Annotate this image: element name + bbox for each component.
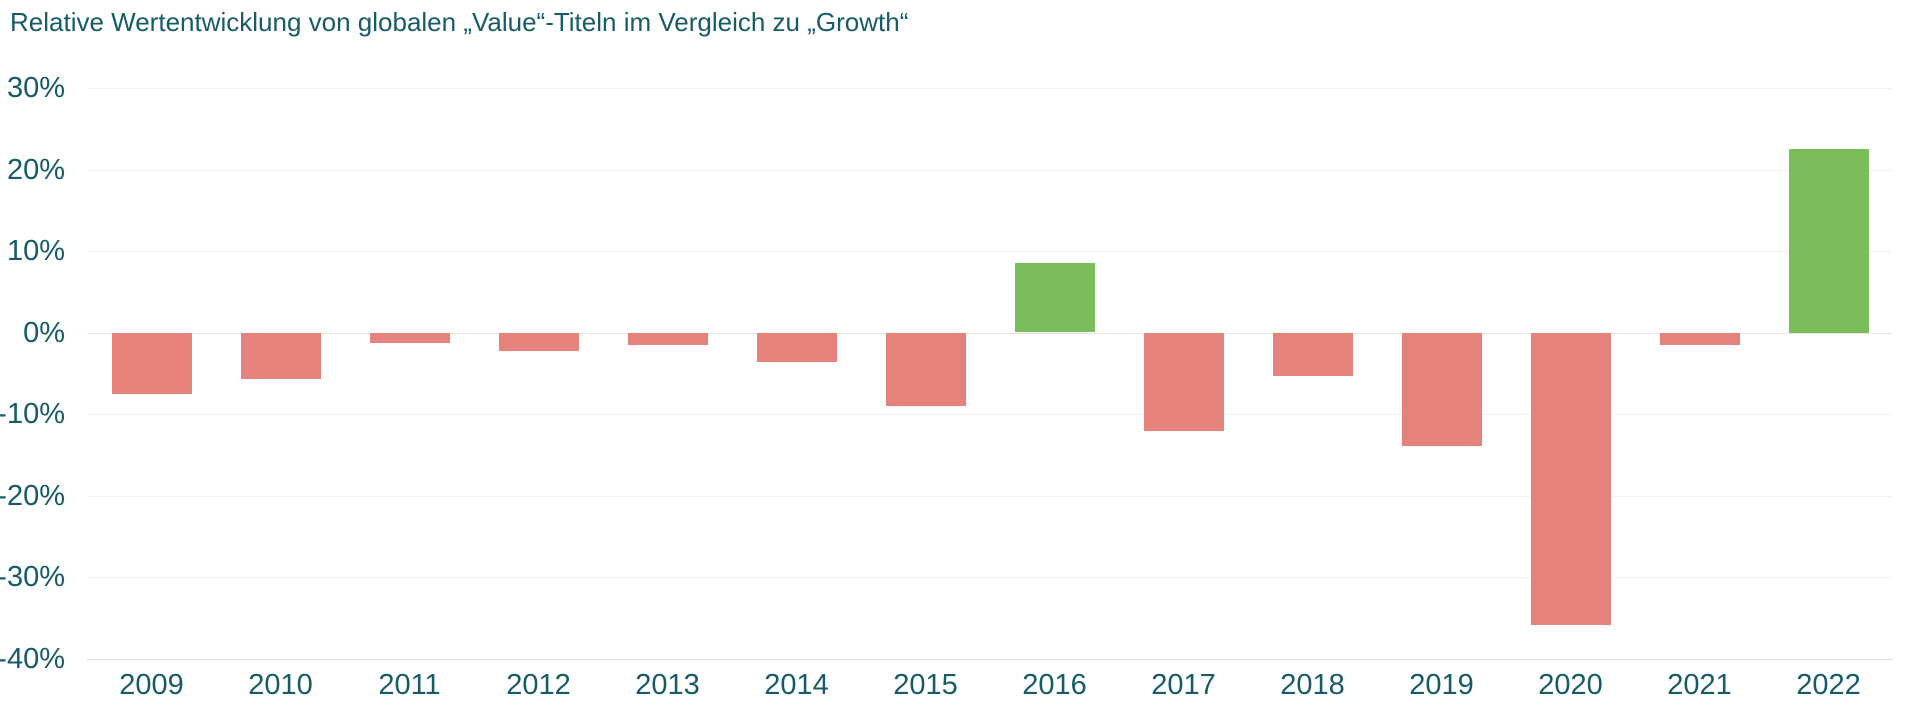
x-tick-label-2022: 2022 <box>1796 669 1861 701</box>
bar-2021 <box>1660 333 1740 345</box>
x-tick-label-2012: 2012 <box>506 669 571 701</box>
x-tick-label-2009: 2009 <box>119 669 184 701</box>
x-tick-label-2021: 2021 <box>1667 669 1732 701</box>
bar-2022 <box>1789 149 1869 333</box>
gridline <box>87 496 1893 497</box>
x-tick-label-2017: 2017 <box>1151 669 1216 701</box>
y-tick-label: 0% <box>23 317 65 349</box>
x-tick-label-2010: 2010 <box>248 669 313 701</box>
x-tick-label-2015: 2015 <box>893 669 958 701</box>
zero-gridline <box>87 333 1893 334</box>
bar-2020 <box>1531 333 1611 625</box>
gridline <box>87 251 1893 252</box>
bar-2013 <box>628 333 708 345</box>
bar-2011 <box>370 333 450 343</box>
bar-2009 <box>112 333 192 394</box>
bar-2014 <box>757 333 837 362</box>
gridline <box>87 577 1893 578</box>
bar-2012 <box>499 333 579 351</box>
y-tick-label: -20% <box>0 480 65 512</box>
x-tick-label-2018: 2018 <box>1280 669 1345 701</box>
x-tick-label-2019: 2019 <box>1409 669 1474 701</box>
bar-2018 <box>1273 333 1353 376</box>
y-tick-label: 30% <box>6 72 65 104</box>
x-tick-label-2011: 2011 <box>378 669 441 701</box>
y-tick-label: -10% <box>0 398 65 430</box>
x-tick-label-2020: 2020 <box>1538 669 1603 701</box>
bar-2016 <box>1015 263 1095 332</box>
x-tick-label-2013: 2013 <box>635 669 700 701</box>
bar-2019 <box>1402 333 1482 446</box>
bar-2015 <box>886 333 966 406</box>
x-tick-label-2014: 2014 <box>764 669 829 701</box>
x-tick-label-2016: 2016 <box>1022 669 1087 701</box>
gridline <box>87 170 1893 171</box>
gridline <box>87 88 1893 89</box>
bar-2010 <box>241 333 321 379</box>
bar-2017 <box>1144 333 1224 431</box>
gridline <box>87 414 1893 415</box>
x-axis-baseline <box>87 659 1893 660</box>
y-tick-label: -40% <box>0 643 65 675</box>
y-tick-label: 10% <box>6 235 65 267</box>
chart-title: Relative Wertentwicklung von globalen „V… <box>10 7 909 37</box>
y-tick-label: 20% <box>6 154 65 186</box>
y-tick-label: -30% <box>0 561 65 593</box>
